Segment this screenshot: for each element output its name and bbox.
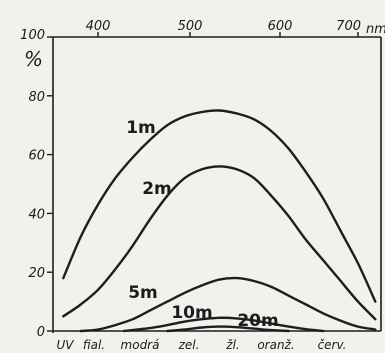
y-tick-label: 0: [37, 325, 45, 340]
y-axis-label: %: [24, 47, 43, 71]
band-label: zel.: [178, 338, 200, 352]
y-tick-label: 40: [28, 207, 45, 222]
x-tick-label: 600: [268, 19, 293, 34]
curve-label-2m: 2m: [142, 179, 172, 199]
band-label: oranž.: [257, 338, 294, 352]
curve-label-10m: 10m: [171, 303, 212, 323]
curve-label-20m: 20m: [237, 311, 278, 331]
y-tick-label: 80: [28, 90, 45, 105]
band-label: červ.: [318, 338, 347, 352]
band-label: UV: [57, 338, 75, 352]
y-tick-label: 60: [28, 149, 45, 164]
band-label: modrá: [121, 338, 160, 352]
curve-2m: [62, 165, 377, 321]
curve-label-5m: 5m: [128, 283, 158, 303]
curve-10m: [122, 316, 325, 333]
x-tick-label: 700: [336, 19, 361, 34]
band-label: žl.: [225, 338, 239, 352]
curve-20m: [166, 325, 290, 333]
curve-label-1m: 1m: [126, 118, 156, 138]
x-tick-label: 400: [86, 19, 111, 34]
y-tick-label: 20: [28, 266, 45, 281]
curve-1m: [62, 109, 377, 303]
x-tick-label: 500: [178, 19, 203, 34]
y-tick-label: 100: [20, 28, 45, 43]
x-axis-unit: nm: [366, 22, 385, 37]
curve-5m: [79, 276, 377, 333]
band-label: fial.: [83, 338, 105, 352]
